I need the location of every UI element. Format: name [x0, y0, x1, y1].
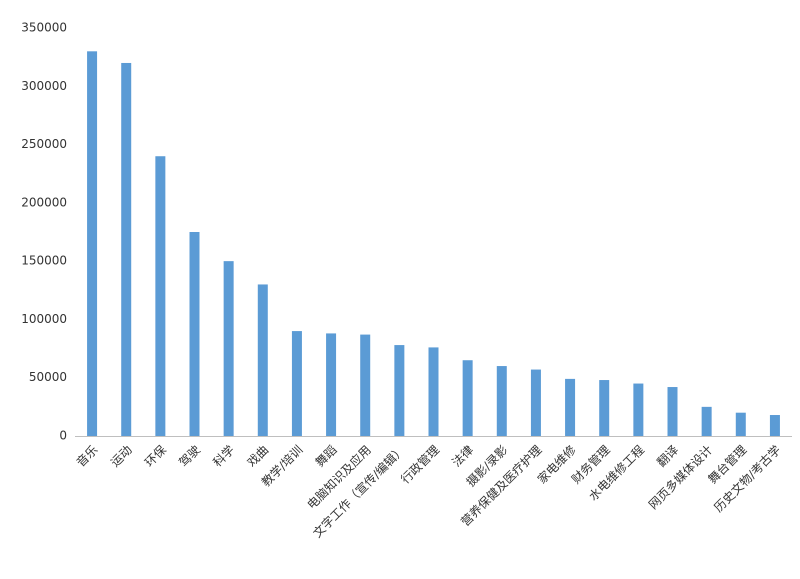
x-tick-label: 翻译	[654, 443, 681, 470]
x-tick-label: 环保	[142, 443, 169, 470]
y-tick-label: 50000	[29, 370, 67, 384]
bar	[530, 369, 541, 436]
bar	[599, 380, 610, 436]
bar	[701, 406, 712, 436]
bar	[326, 333, 337, 436]
x-tick-label: 行政管理	[398, 442, 443, 487]
x-tick-label: 科学	[210, 442, 238, 470]
bar	[735, 412, 746, 436]
x-tick-label: 驾驶	[176, 442, 204, 470]
y-tick-label: 0	[59, 429, 67, 443]
bar	[667, 387, 678, 436]
y-tick-label: 250000	[21, 137, 67, 151]
x-tick-label: 音乐	[73, 442, 101, 470]
x-tick-label: 法律	[449, 443, 476, 470]
y-tick-label: 200000	[21, 195, 67, 209]
bar	[87, 51, 98, 437]
bar	[633, 383, 644, 436]
y-tick-label: 100000	[21, 312, 67, 326]
bar	[428, 347, 439, 436]
y-tick-label: 350000	[21, 21, 67, 35]
y-tick-label: 300000	[21, 79, 67, 93]
bar	[189, 232, 200, 436]
bar	[121, 62, 132, 436]
x-tick-label: 戏曲	[245, 443, 272, 470]
bar	[155, 156, 166, 436]
bar	[565, 378, 576, 436]
x-tick-label: 舞蹈	[313, 443, 340, 470]
bar	[257, 284, 268, 436]
bar	[462, 360, 473, 436]
bar	[360, 334, 371, 436]
bar	[496, 366, 507, 436]
bar	[223, 261, 234, 436]
y-tick-label: 150000	[21, 254, 67, 268]
bar	[769, 415, 780, 436]
bar	[394, 345, 405, 436]
bar	[291, 331, 302, 436]
x-tick-label: 运动	[108, 443, 135, 470]
